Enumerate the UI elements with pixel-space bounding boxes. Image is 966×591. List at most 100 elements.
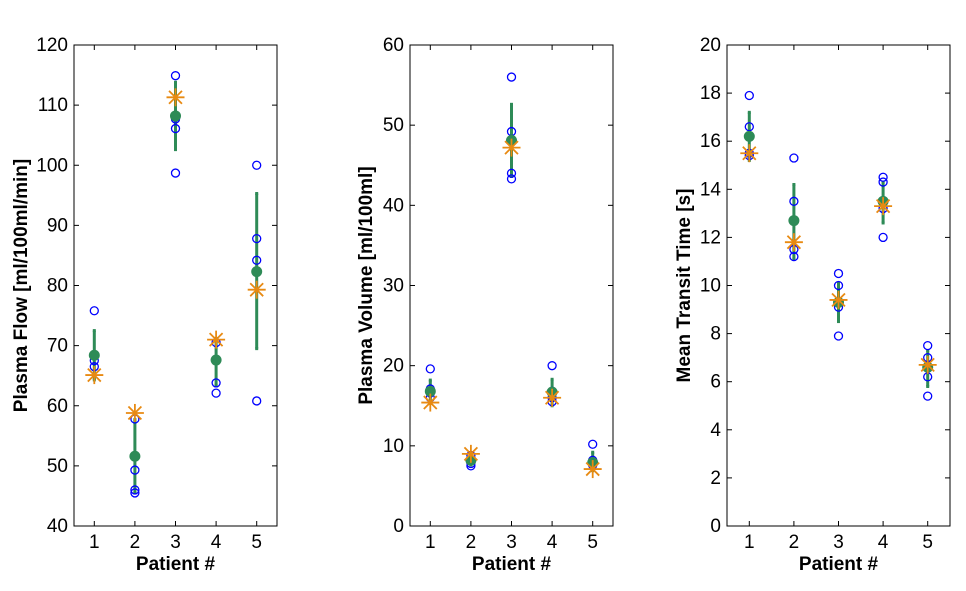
- data-point-circle: [789, 153, 799, 163]
- data-point-circle: [588, 439, 598, 449]
- data-point-circle: [878, 177, 888, 187]
- asterisk-stroke: [875, 199, 891, 214]
- mean-marker: [251, 266, 263, 278]
- y-tick-label: 18: [700, 83, 721, 104]
- x-tick-label: 5: [251, 532, 262, 553]
- y-axis-title: Plasma Flow [ml/100ml/min]: [11, 159, 32, 412]
- asterisk-stroke: [168, 90, 183, 105]
- x-tick-label: 5: [922, 532, 933, 553]
- data-point-circle: [744, 90, 754, 101]
- mean-marker: [129, 450, 141, 462]
- y-tick-label: 60: [383, 35, 404, 56]
- asterisk-stroke: [463, 446, 479, 461]
- data-point-circle: [833, 280, 844, 291]
- asterisk-marker: [874, 197, 893, 216]
- data-point-circle: [789, 196, 799, 206]
- data-point-circle: [252, 233, 262, 244]
- x-tick-label: 5: [587, 532, 598, 553]
- data-point-circle: [252, 255, 262, 265]
- asterisk-stroke: [208, 332, 224, 347]
- asterisk-marker: [918, 355, 937, 374]
- data-point-circle: [506, 168, 517, 178]
- asterisk-marker: [247, 280, 266, 299]
- x-axis-title: Patient #: [136, 554, 216, 575]
- x-tick-label: 1: [744, 532, 755, 553]
- y-tick-label: 20: [700, 35, 721, 56]
- asterisk-stroke: [127, 405, 143, 421]
- asterisk-stroke: [742, 146, 757, 161]
- x-tick-label: 2: [130, 532, 141, 553]
- asterisk-marker: [543, 388, 562, 407]
- y-tick-label: 8: [710, 324, 721, 345]
- asterisk-marker: [461, 444, 480, 463]
- x-tick-label: 4: [547, 532, 558, 553]
- asterisk-stroke: [585, 461, 600, 477]
- y-tick-label: 6: [710, 372, 721, 393]
- asterisk-marker: [125, 403, 144, 422]
- y-tick-label: 110: [38, 95, 68, 116]
- data-point-circle: [130, 465, 140, 475]
- asterisk-stroke: [831, 292, 846, 308]
- data-point-circle: [211, 388, 221, 398]
- y-tick-label: 0: [710, 516, 721, 537]
- asterisk-marker: [784, 233, 803, 252]
- x-tick-label: 1: [89, 532, 100, 553]
- y-tick-label: 120: [36, 35, 68, 56]
- data-point-circle: [744, 122, 754, 132]
- x-tick-label: 3: [833, 532, 844, 553]
- chart-panel-1: 40 50 60 70 80 90 100 110 120 1 2 3 4 5 Patient # Plasm…: [11, 35, 278, 575]
- mean-marker: [788, 215, 800, 227]
- data-point-circle: [170, 71, 181, 81]
- data-point-circle: [211, 378, 221, 388]
- y-tick-label: 60: [47, 396, 68, 417]
- data-point-circle: [878, 172, 888, 182]
- data-point-circle: [506, 174, 517, 184]
- asterisk-stroke: [544, 390, 560, 405]
- y-tick-label: 14: [700, 179, 722, 200]
- data-point-circle: [923, 340, 933, 351]
- data-point-circle: [170, 168, 181, 178]
- mean-marker: [88, 349, 100, 361]
- asterisk-marker: [829, 290, 848, 309]
- y-tick-label: 4: [710, 420, 721, 441]
- asterisk-marker: [740, 144, 759, 163]
- y-tick-label: 90: [47, 215, 68, 236]
- y-tick-label: 20: [383, 356, 404, 377]
- asterisk-marker: [166, 88, 185, 107]
- x-axis-title: Patient #: [799, 554, 879, 575]
- data-point-circle: [252, 396, 262, 406]
- data-point-circle: [252, 160, 262, 170]
- x-tick-label: 4: [878, 532, 889, 553]
- y-tick-label: 70: [47, 336, 68, 357]
- mean-marker: [743, 130, 755, 142]
- x-tick-label: 1: [425, 532, 436, 553]
- data-point-circle: [89, 306, 99, 316]
- asterisk-marker: [583, 460, 602, 479]
- y-tick-label: 100: [36, 155, 68, 176]
- y-tick-label: 12: [700, 227, 721, 248]
- asterisk-stroke: [920, 357, 935, 372]
- asterisk-marker: [502, 138, 521, 157]
- data-point-circle: [506, 72, 517, 82]
- data-point-circle: [833, 268, 844, 279]
- data-point-circle: [878, 232, 888, 243]
- data-point-circle: [789, 251, 799, 262]
- data-point-circle: [130, 488, 140, 498]
- mean-marker: [210, 354, 222, 366]
- x-tick-label: 3: [170, 532, 181, 553]
- asterisk-stroke: [423, 395, 438, 410]
- chart-panel-2: 0 10 20 30 40 50 60 1 2 3 4 5 Patient # Plasma Volume…: [356, 35, 614, 575]
- asterisk-stroke: [504, 140, 519, 155]
- y-tick-label: 80: [47, 276, 68, 297]
- y-tick-label: 0: [393, 516, 404, 537]
- y-axis-title: Plasma Volume [ml/100ml]: [356, 166, 377, 404]
- y-tick-label: 10: [383, 436, 404, 457]
- data-point-circle: [425, 364, 435, 374]
- x-axis-title: Patient #: [472, 554, 552, 575]
- data-point-circle: [170, 123, 181, 134]
- y-tick-label: 50: [383, 115, 404, 136]
- y-tick-label: 30: [383, 276, 404, 297]
- mean-marker: [170, 110, 181, 122]
